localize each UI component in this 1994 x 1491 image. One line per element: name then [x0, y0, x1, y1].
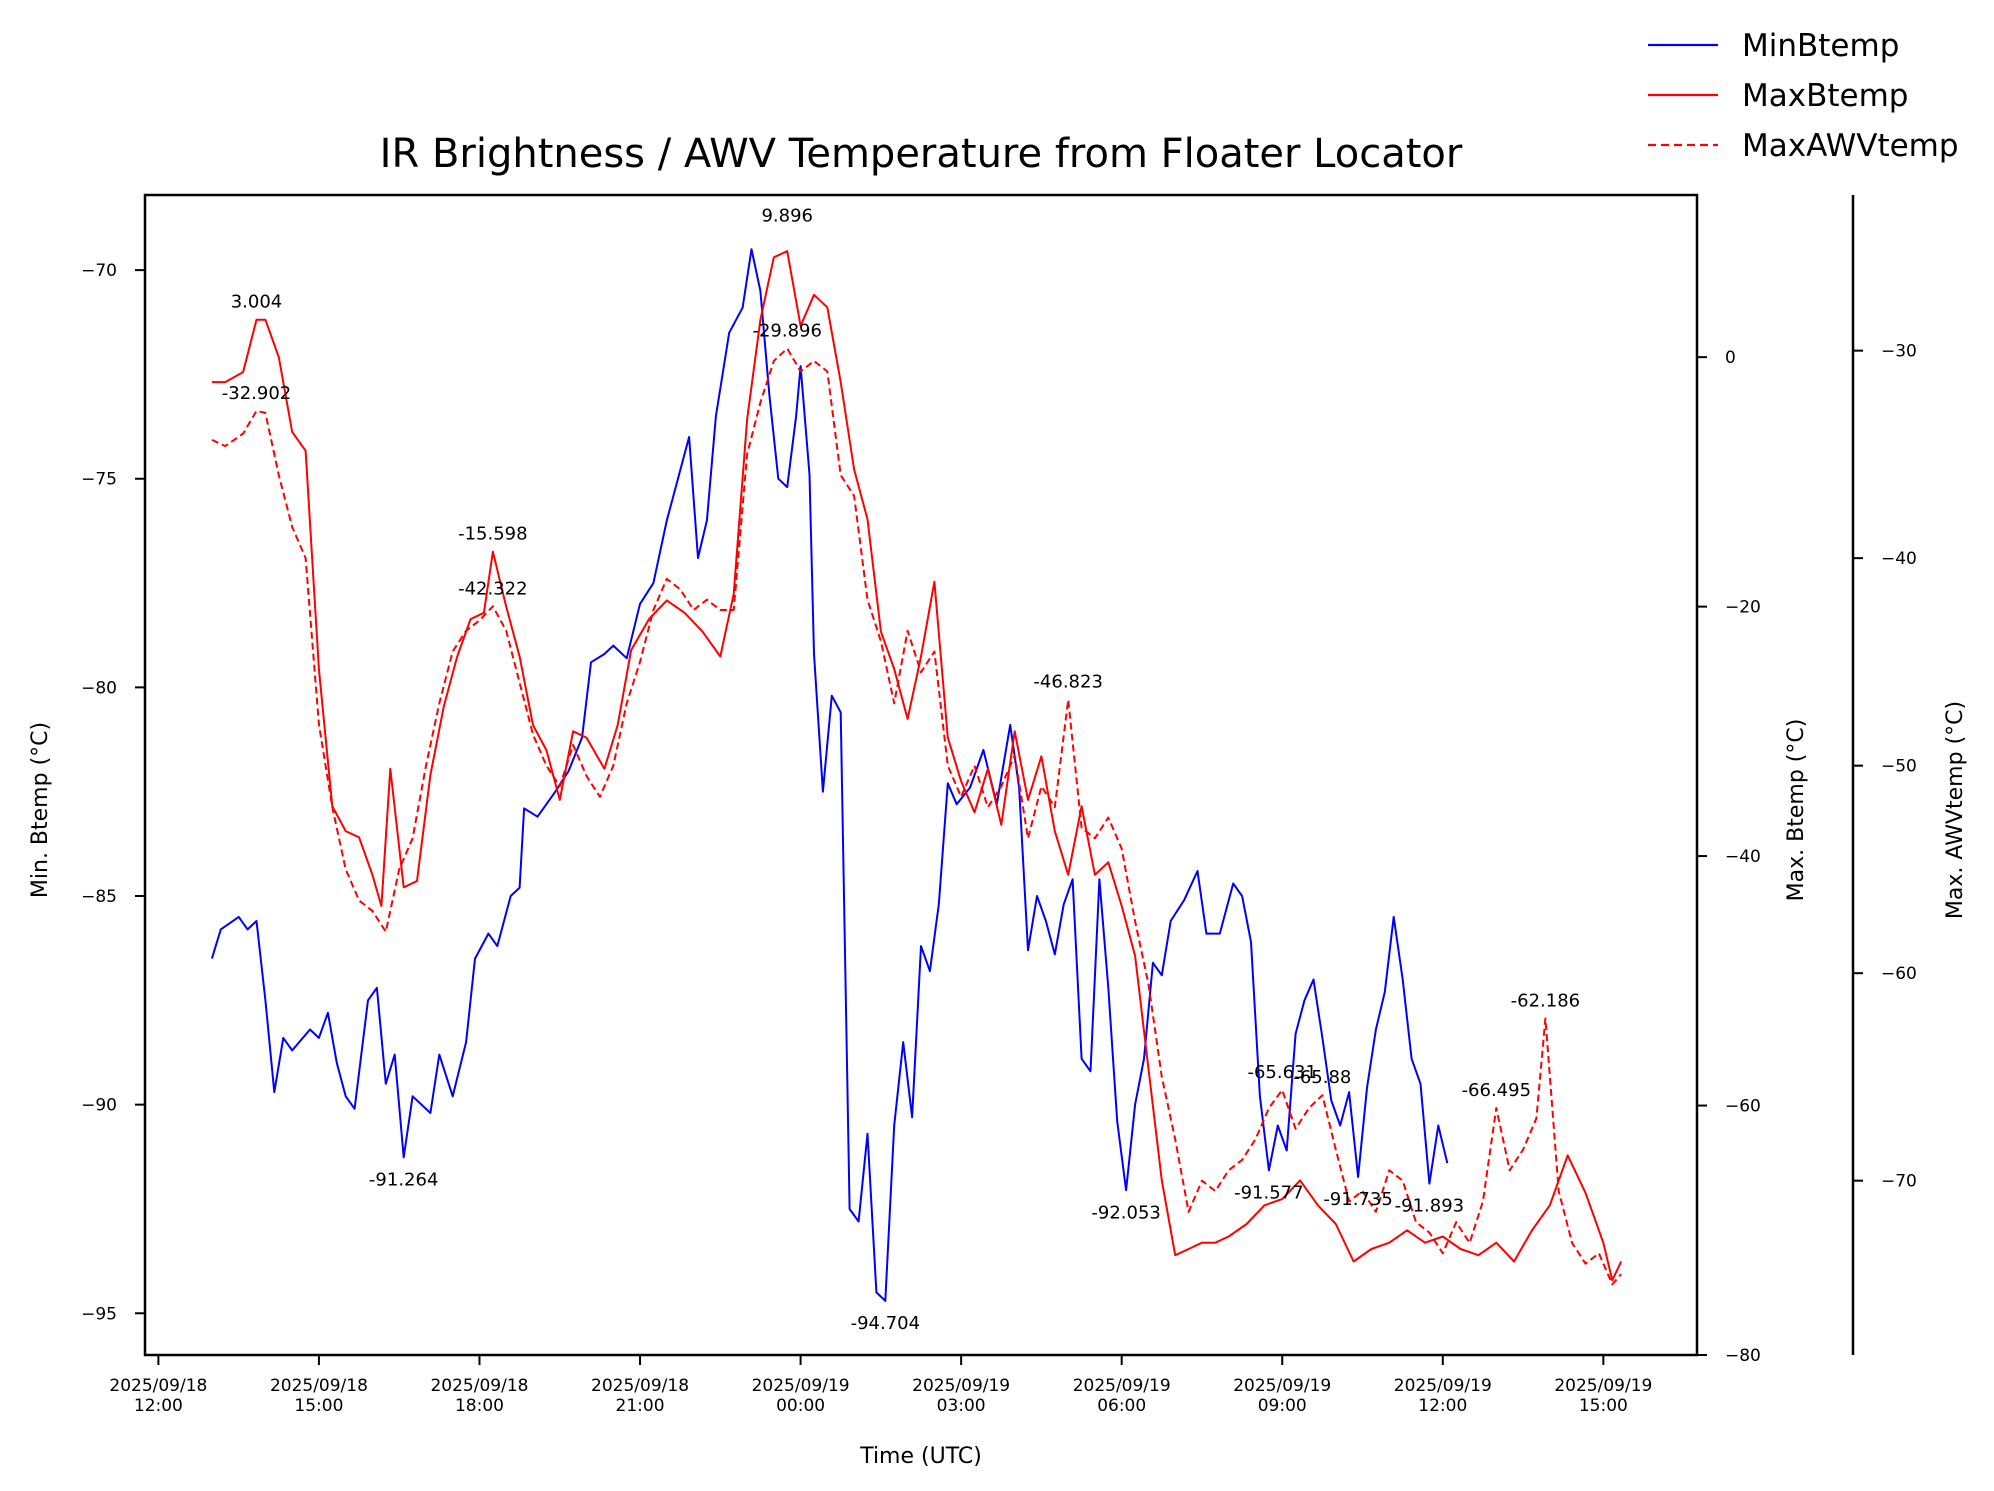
- data-annotation: -94.704: [851, 1313, 920, 1334]
- x-tick-label-date: 2025/09/18: [109, 1376, 207, 1396]
- legend-label-maxawvtemp: MaxAWVtemp: [1742, 128, 1959, 164]
- x-tick-label-date: 2025/09/19: [1073, 1376, 1171, 1396]
- x-tick-label-time: 06:00: [1097, 1396, 1146, 1416]
- data-annotation: 9.896: [761, 206, 813, 227]
- y-far-right-tick-label: −50: [1881, 757, 1917, 777]
- chart-title: IR Brightness / AWV Temperature from Flo…: [380, 131, 1463, 177]
- x-tick-label-time: 00:00: [776, 1396, 825, 1416]
- data-annotation: -62.186: [1511, 991, 1580, 1012]
- chart-axes-layer: 2025/09/1812:002025/09/1815:002025/09/18…: [81, 193, 1917, 1416]
- y-far-right-tick-label: −60: [1881, 964, 1917, 984]
- legend-label-maxbtemp: MaxBtemp: [1742, 78, 1908, 114]
- y-left-tick-label: −85: [81, 887, 117, 907]
- series-line-minbtemp: [210, 248, 1449, 1302]
- data-annotation: -15.598: [458, 524, 527, 545]
- x-tick-label-time: 15:00: [294, 1396, 343, 1416]
- data-annotation: -46.823: [1033, 672, 1102, 693]
- data-annotation: -91.264: [369, 1169, 438, 1190]
- x-tick-label-date: 2025/09/19: [752, 1376, 850, 1396]
- y-right-tick-label: −80: [1725, 1346, 1761, 1366]
- x-tick-label-time: 12:00: [1418, 1396, 1467, 1416]
- x-tick-label-date: 2025/09/18: [591, 1376, 689, 1396]
- data-annotation: -42.322: [458, 578, 527, 599]
- data-annotation: -66.495: [1462, 1080, 1531, 1101]
- x-tick-label-time: 21:00: [616, 1396, 665, 1416]
- x-tick-label-date: 2025/09/19: [1394, 1376, 1492, 1396]
- x-tick-label-time: 15:00: [1579, 1396, 1628, 1416]
- data-annotation: -65.631: [1247, 1062, 1316, 1083]
- x-tick-label-date: 2025/09/19: [1554, 1376, 1652, 1396]
- legend-label-minbtemp: MinBtemp: [1742, 28, 1899, 64]
- y-axis-left-label: Min. Btemp (°C): [28, 722, 53, 898]
- y-left-tick-label: −70: [81, 261, 117, 281]
- y-left-tick-label: −95: [81, 1304, 117, 1324]
- series-line-maxbtemp: [211, 250, 1623, 1282]
- x-tick-label-time: 03:00: [937, 1396, 986, 1416]
- y-right-tick-label: 0: [1725, 348, 1736, 368]
- x-tick-label-date: 2025/09/18: [270, 1376, 368, 1396]
- chart-annotation-layer: 3.004 -32.902 -91.264 -15.598 -42.322 9.896 -2…: [222, 206, 1580, 1334]
- data-annotation: 3.004: [231, 292, 283, 313]
- plot-frame: [143, 193, 1699, 1357]
- y-axis-right-label: Max. Btemp (°C): [1784, 719, 1809, 902]
- y-far-right-tick-label: −70: [1881, 1172, 1917, 1192]
- data-annotation: -91.577: [1234, 1182, 1303, 1203]
- data-annotation: -29.896: [752, 320, 821, 341]
- x-tick-label-date: 2025/09/18: [430, 1376, 528, 1396]
- x-tick-label-time: 18:00: [455, 1396, 504, 1416]
- y-left-tick-label: −75: [81, 470, 117, 490]
- chart-series-layer: [210, 248, 1623, 1302]
- y-far-right-tick-label: −40: [1881, 549, 1917, 569]
- y-right-tick-label: −60: [1725, 1097, 1761, 1117]
- data-annotation: -32.902: [222, 383, 291, 404]
- y-axis-far-right-label: Max. AWVtemp (°C): [1943, 701, 1968, 919]
- series-line-maxawvtemp: [211, 347, 1622, 1286]
- x-tick-label-time: 09:00: [1258, 1396, 1307, 1416]
- data-annotation: -65.88: [1293, 1067, 1351, 1088]
- x-axis-label: Time (UTC): [859, 1444, 982, 1469]
- x-tick-label-date: 2025/09/19: [1233, 1376, 1331, 1396]
- y-right-tick-label: −40: [1725, 847, 1761, 867]
- y-left-tick-label: −90: [81, 1096, 117, 1116]
- data-annotation: -92.053: [1091, 1202, 1160, 1223]
- legend: MinBtemp MaxBtemp MaxAWVtemp: [1648, 28, 1959, 164]
- x-tick-label-date: 2025/09/19: [912, 1376, 1010, 1396]
- y-far-right-tick-label: −30: [1881, 342, 1917, 362]
- y-right-tick-label: −20: [1725, 598, 1761, 618]
- data-annotation: -91.735: [1323, 1189, 1392, 1210]
- x-tick-label-time: 12:00: [134, 1396, 183, 1416]
- data-annotation: -91.893: [1395, 1196, 1464, 1217]
- y-left-tick-label: −80: [81, 678, 117, 698]
